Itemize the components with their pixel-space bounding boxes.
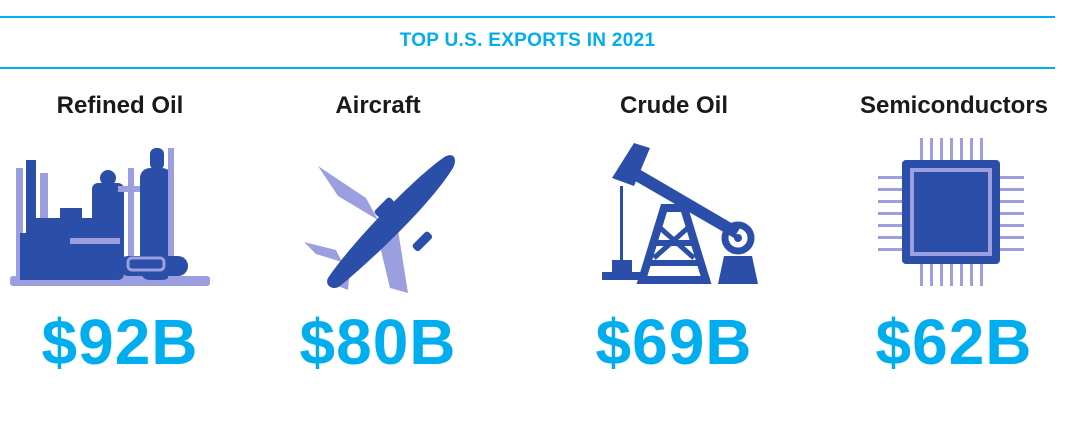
page-title: TOP U.S. EXPORTS IN 2021 [399, 30, 656, 51]
top-divider [0, 16, 1055, 18]
refinery-icon [10, 148, 210, 286]
export-label: Crude Oil [619, 92, 728, 119]
airplane-icon [304, 155, 455, 293]
microchip-icon [878, 138, 1024, 286]
export-label: Aircraft [335, 92, 421, 119]
export-value: $62B [875, 306, 1033, 378]
oil-pump-icon [602, 143, 758, 284]
export-card-crude-oil: Crude Oil $69B [554, 0, 794, 421]
export-card-aircraft: Aircraft $80B [258, 0, 498, 421]
export-value: $69B [595, 306, 753, 378]
export-card-semiconductors: Semiconductors [834, 0, 1074, 421]
export-value: $80B [299, 306, 457, 378]
bottom-divider [0, 67, 1055, 69]
export-label: Refined Oil [56, 92, 184, 119]
export-value: $92B [41, 306, 199, 378]
export-card-refined-oil: Refined Oil $92B [0, 0, 240, 421]
export-label: Semiconductors [859, 92, 1049, 119]
